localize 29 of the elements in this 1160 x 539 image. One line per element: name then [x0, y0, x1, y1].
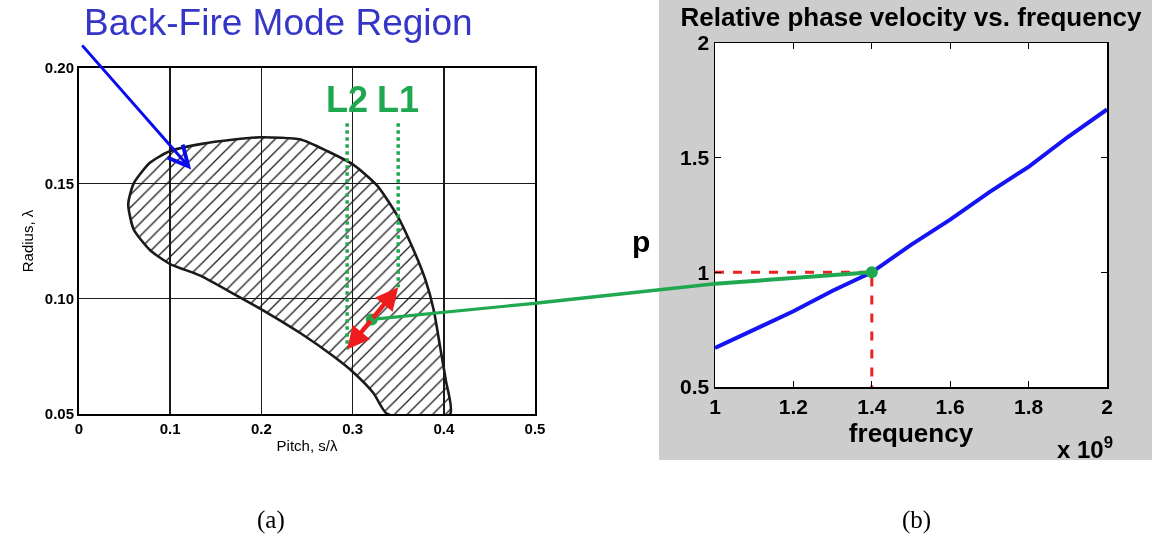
x-tick-label: 0.5 — [524, 420, 546, 437]
x-tick-label: 2 — [1101, 394, 1113, 418]
text: (b) — [902, 506, 932, 534]
x-tick-label: 0.4 — [433, 420, 455, 437]
y-tick-label: 0.05 — [44, 405, 74, 423]
annotation: L1 — [377, 79, 420, 120]
x-tick-label: 1.8 — [1014, 394, 1044, 418]
x-axis-title: frequency — [848, 417, 974, 448]
x-axis-title: Pitch, s/λ — [276, 436, 338, 454]
x-tick-label: 1.6 — [935, 394, 965, 418]
x-tick-label: 1.2 — [778, 394, 808, 418]
y-tick-label: 0.10 — [44, 289, 74, 307]
y-axis-title: p — [632, 225, 651, 258]
chart-title: Relative phase velocity vs. frequency — [680, 2, 1143, 33]
y-tick-label: 2 — [697, 31, 710, 55]
x-tick-label: 0 — [74, 420, 84, 437]
y-tick-label: 1.5 — [680, 146, 710, 170]
y-tick-label: 1 — [697, 260, 710, 284]
x-tick-label: 0.1 — [159, 420, 181, 437]
text: x 10$^{9}$ — [1057, 433, 1114, 464]
text: Back-Fire Mode Region — [84, 2, 473, 43]
y-axis-title: Radius, λ — [18, 209, 36, 273]
x-tick-label: 1.4 — [857, 394, 887, 418]
x-tick-label: 0.3 — [342, 420, 364, 437]
y-tick-label: 0.20 — [44, 59, 74, 77]
y-tick-label: 0.15 — [44, 174, 74, 192]
y-tick-label: 0.5 — [680, 375, 710, 399]
text: (a) — [257, 506, 285, 534]
x-tick-label: 0.2 — [250, 420, 272, 437]
